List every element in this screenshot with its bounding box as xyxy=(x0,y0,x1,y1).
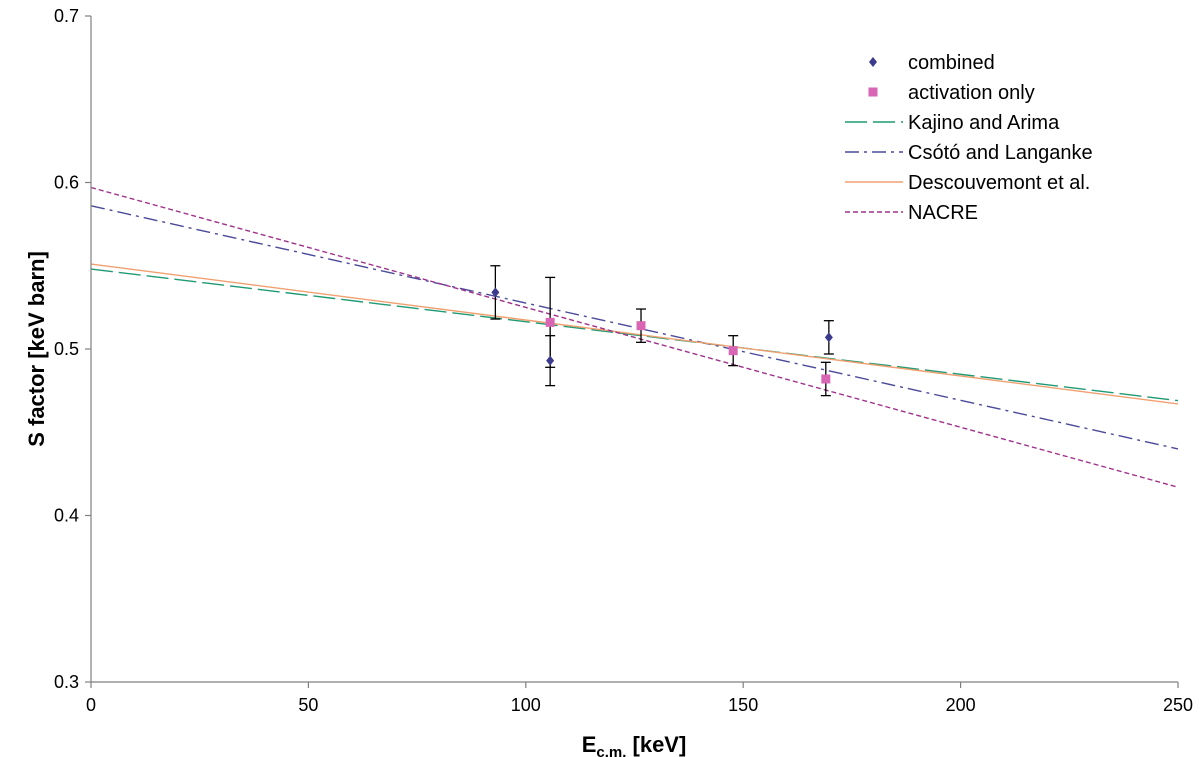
y-axis-title: S factor [keV barn] xyxy=(24,251,49,447)
legend-label-csoto-and-langanke: Csótó and Langanke xyxy=(908,142,1093,164)
x-tick-label-250: 250 xyxy=(1163,695,1193,715)
axis-ticks xyxy=(85,15,1179,688)
marker-activation-only-2 xyxy=(728,346,738,356)
series-line-descouvemont-et-al xyxy=(90,263,1179,405)
legend-label-combined: combined xyxy=(908,52,995,74)
marker-activation-only-0 xyxy=(545,317,555,327)
y-tick-label-0-3: 0.3 xyxy=(54,672,79,692)
series-line-nacre xyxy=(90,186,1179,488)
error-bars xyxy=(490,265,834,397)
marker-combined-0 xyxy=(491,287,500,298)
y-tick-label-0-5: 0.5 xyxy=(54,339,79,359)
legend-marker-combined xyxy=(869,57,877,67)
x-axis-title-unit: [keV] xyxy=(626,732,686,757)
legend-label-activation-only: activation only xyxy=(908,82,1035,104)
axis-tick-labels: 0 50 100 150 200 250 0.3 0.4 0.5 0.6 0.7 xyxy=(54,6,1193,715)
x-tick-label-100: 100 xyxy=(511,695,541,715)
x-tick-label-50: 50 xyxy=(298,695,318,715)
x-axis-title: Ec.m. [keV] xyxy=(582,732,687,757)
series-lines xyxy=(90,186,1179,488)
legend-label-nacre: NACRE xyxy=(908,202,978,224)
legend-label-descouvemont-et-al: Descouvemont et al. xyxy=(908,172,1090,194)
legend-marker-activation-only xyxy=(868,87,878,97)
marker-combined-2 xyxy=(824,332,833,343)
x-tick-label-200: 200 xyxy=(946,695,976,715)
x-axis-title-subscript: c.m. xyxy=(596,744,626,757)
y-tick-label-0-6: 0.6 xyxy=(54,173,79,193)
legend-label-kajino-and-arima: Kajino and Arima xyxy=(908,112,1060,134)
legend: combined activation only Kajino and Arima C… xyxy=(845,52,1093,224)
marker-activation-only-1 xyxy=(636,321,646,331)
x-axis-title-main: E xyxy=(582,732,597,757)
x-tick-label-0: 0 xyxy=(86,695,96,715)
series-line-csoto-and-langanke xyxy=(90,205,1179,450)
y-tick-label-0-4: 0.4 xyxy=(54,506,79,526)
x-tick-label-150: 150 xyxy=(728,695,758,715)
y-tick-label-0-7: 0.7 xyxy=(54,6,79,26)
marker-activation-only-3 xyxy=(821,374,831,384)
marker-combined-1 xyxy=(546,355,555,366)
data-markers xyxy=(491,287,833,384)
series-line-kajino-and-arima xyxy=(90,268,1179,402)
